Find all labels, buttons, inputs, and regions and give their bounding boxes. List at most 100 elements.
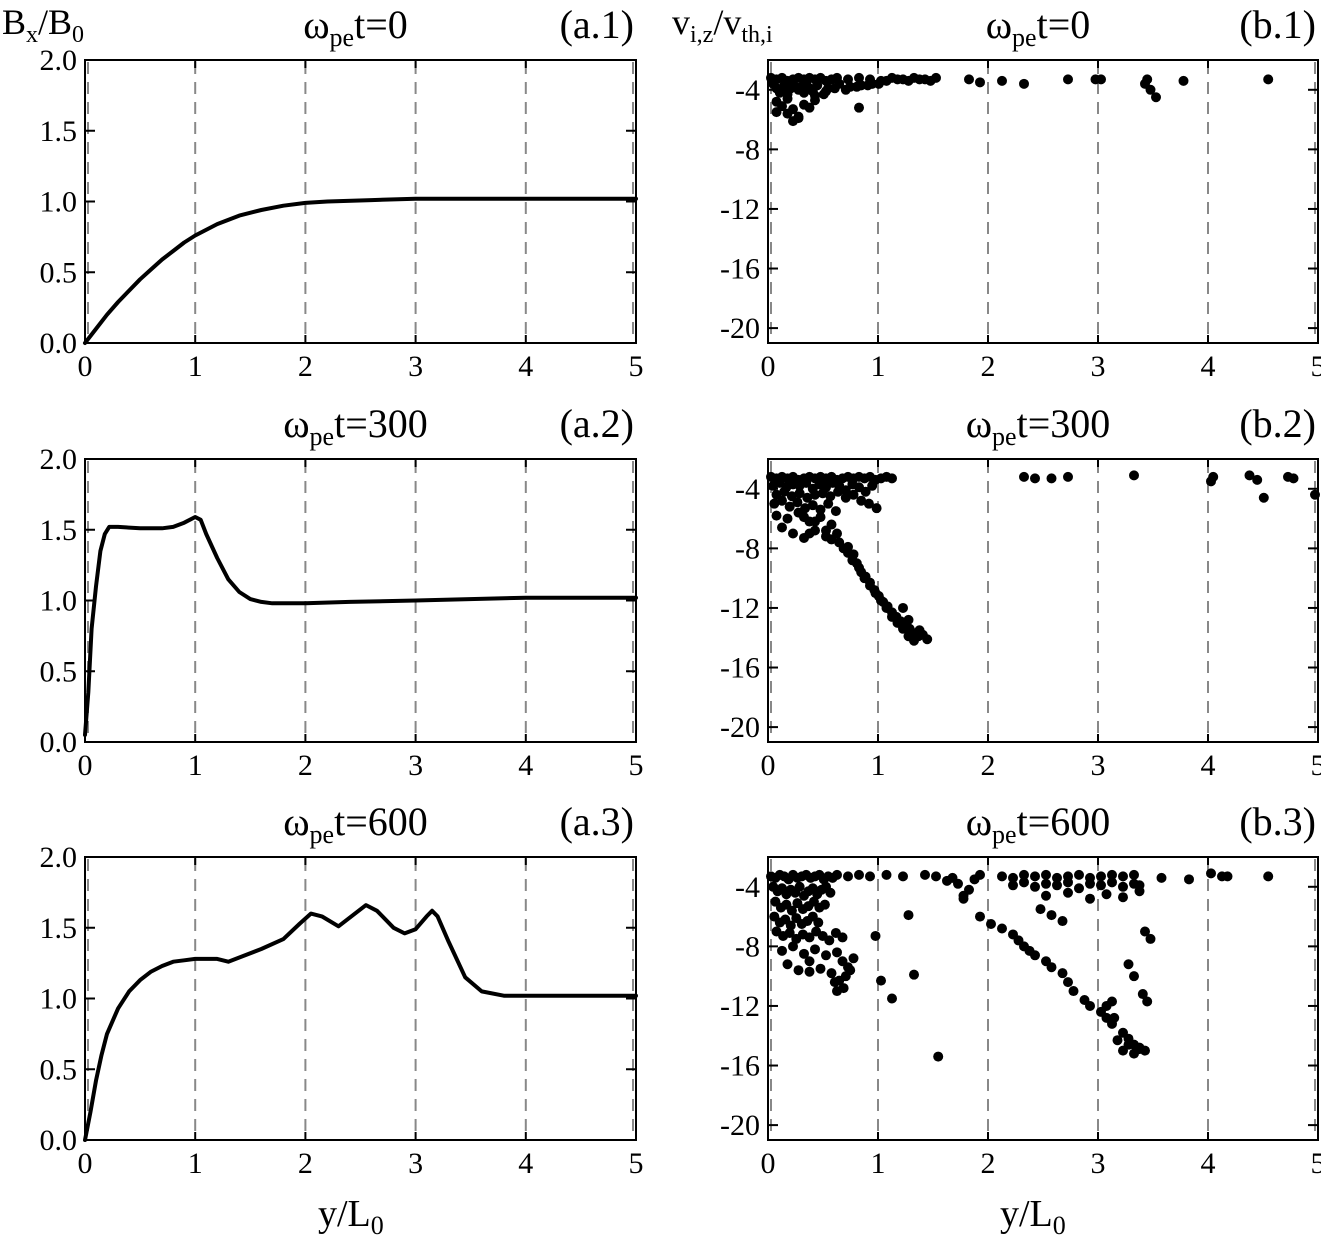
y-tick-label: -12 — [720, 193, 760, 226]
data-point — [768, 78, 779, 89]
data-point — [863, 498, 874, 509]
data-point — [922, 634, 933, 645]
data-point — [817, 488, 828, 499]
x-tick-label: 2 — [298, 350, 313, 383]
title-omega: ω — [283, 799, 309, 844]
panel-a2: 0 1 2 3 4 5 0.0 0.5 1.0 1.5 2.0 ωpet=300 (a.2) — [40, 401, 644, 782]
data-point — [1035, 904, 1046, 915]
data-point — [1156, 872, 1167, 883]
data-point — [1109, 1012, 1120, 1023]
data-point — [1137, 989, 1148, 1000]
y-tick-label: 1.0 — [40, 186, 78, 219]
data-point — [843, 541, 853, 552]
x-tick-label: 4 — [518, 350, 533, 383]
title-omega: ω — [986, 2, 1012, 47]
x-tick-label: 1 — [188, 749, 203, 782]
xlabel-yl-part: y/L — [1000, 1193, 1053, 1235]
data-point — [1101, 889, 1112, 900]
data-point — [1046, 473, 1057, 484]
data-point — [898, 623, 908, 634]
title-omega: ω — [303, 2, 329, 47]
x-tick-label: 2 — [981, 350, 996, 383]
title-time: t=600 — [1017, 799, 1111, 844]
x-tick-label: 5 — [629, 350, 644, 383]
data-point — [1107, 869, 1117, 880]
axes-frame — [767, 856, 1319, 1141]
data-point — [876, 595, 886, 606]
data-point — [909, 635, 919, 646]
data-point — [975, 911, 985, 922]
data-point — [807, 86, 818, 97]
data-point — [840, 84, 851, 95]
data-point — [1063, 977, 1073, 988]
data-point — [826, 534, 837, 545]
data-point — [1118, 871, 1128, 882]
data-point — [848, 549, 859, 560]
panel-a3: 0 1 2 3 4 5 0.0 0.5 1.0 1.5 2.0 ωpet=600 (a.3) — [40, 799, 644, 1180]
y-tick-label: -16 — [720, 1050, 760, 1083]
data-point — [997, 75, 1007, 86]
data-point — [1041, 869, 1051, 880]
data-point — [1063, 74, 1073, 85]
right-axis-ylabel: vi,z/vth,i — [672, 2, 773, 48]
data-point — [771, 107, 782, 118]
data-point — [801, 477, 812, 488]
data-point — [788, 528, 798, 539]
data-point — [833, 486, 844, 497]
data-point — [793, 965, 804, 976]
title-omega: ω — [283, 401, 309, 446]
axes-frame — [767, 59, 1319, 344]
x-tick-label: 2 — [981, 1147, 996, 1180]
y-tick-label: 1.0 — [40, 585, 78, 618]
data-point — [1142, 74, 1153, 85]
panel-title: ωpet=300 — [966, 401, 1111, 451]
data-point — [1063, 471, 1073, 482]
data-point — [819, 899, 830, 910]
data-point — [870, 588, 881, 599]
data-point — [785, 920, 796, 931]
data-point — [1008, 880, 1018, 891]
data-point — [1145, 933, 1156, 944]
y-tick-label: 0.5 — [40, 256, 78, 289]
title-time: t=0 — [354, 2, 408, 47]
data-point — [1134, 1044, 1145, 1055]
data-point — [1222, 871, 1233, 882]
data-point — [870, 930, 881, 941]
y-tick-label: -8 — [735, 133, 760, 166]
x-tick-label: 1 — [871, 749, 886, 782]
data-point — [784, 501, 795, 512]
xlabel-yl-part: y/L — [318, 1193, 371, 1235]
data-point — [1046, 910, 1057, 921]
data-point — [821, 950, 831, 961]
data-point — [851, 81, 862, 92]
y-tick-label: -20 — [720, 1109, 760, 1142]
y-tick-label: 1.0 — [40, 983, 78, 1016]
data-point — [1041, 890, 1051, 901]
data-point — [784, 927, 795, 938]
data-point — [826, 968, 837, 979]
x-tick-label: 3 — [408, 749, 423, 782]
ylabel-slash-b-part: /B — [38, 2, 72, 42]
title-omega: ω — [966, 799, 992, 844]
title-omega: ω — [966, 401, 992, 446]
data-point — [824, 935, 835, 946]
panel-label: (a.3) — [560, 799, 634, 844]
y-tick-label: -4 — [735, 74, 760, 107]
data-point — [1074, 883, 1084, 894]
data-point — [1118, 1045, 1128, 1056]
data-point — [1142, 996, 1153, 1007]
data-point — [829, 977, 840, 988]
x-tick-label: 2 — [981, 749, 996, 782]
title-pe-subscript: pe — [330, 23, 355, 52]
data-point — [997, 923, 1007, 934]
panel-title: ωpet=600 — [966, 799, 1111, 849]
data-point — [867, 480, 878, 491]
data-point — [794, 488, 805, 499]
data-point — [810, 516, 820, 527]
title-pe-subscript: pe — [1012, 23, 1037, 52]
data-point — [786, 905, 797, 916]
data-point — [914, 74, 925, 85]
panel-label: (a.1) — [560, 2, 634, 47]
axes-frame — [84, 856, 637, 1141]
data-point — [804, 966, 815, 977]
